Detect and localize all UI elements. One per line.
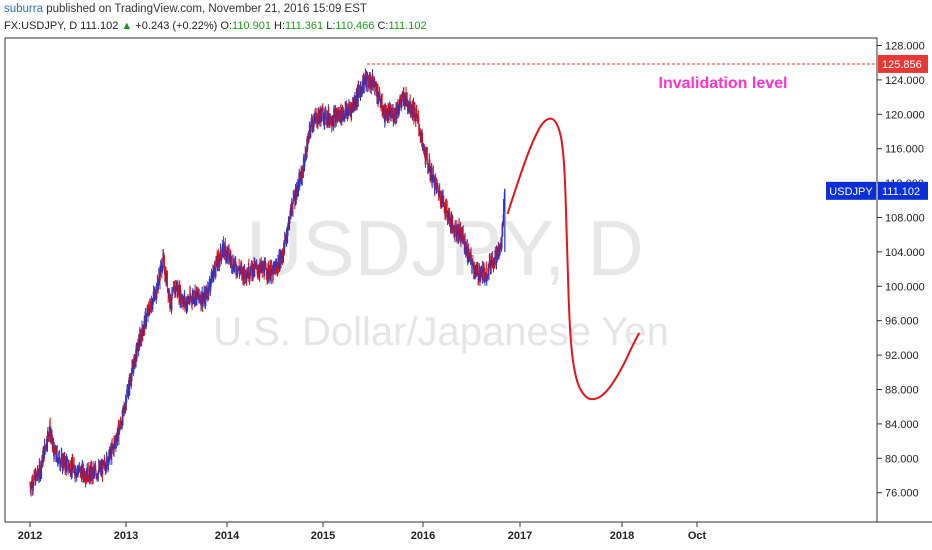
price-tag-label: 111.102 (882, 186, 920, 198)
y-tick-label: 76.000 (885, 488, 919, 500)
x-tick-label: 2014 (215, 530, 240, 542)
x-tick-label: 2013 (114, 530, 138, 542)
price-tag (878, 181, 928, 200)
y-tick-label: 92.000 (885, 350, 919, 362)
x-tick-label: Oct (688, 530, 707, 542)
y-tick-label: 108.000 (885, 213, 925, 225)
candles-layer (29, 68, 506, 497)
symbol-tag (826, 181, 876, 200)
y-tick-label: 128.000 (885, 41, 925, 53)
invalidation-annotation: Invalidation level (659, 75, 788, 92)
price-tags: 125.856 USDJPY 111.102 (826, 54, 928, 200)
ohlc-bar: FX:USDJPY, D 111.102 ▲ +0.243 (+0.22%) O… (4, 20, 427, 32)
symbol-label: FX:USDJPY, D (4, 20, 78, 32)
time-axis[interactable]: 2012 2013 2014 2015 2016 2017 2018 Oct (18, 522, 707, 542)
projection-curve[interactable] (506, 117, 640, 401)
symbol-tag-label: USDJPY (829, 186, 873, 198)
low-label: L: (326, 20, 336, 32)
close-value: 111.102 (388, 20, 427, 32)
y-tick-label: 120.000 (885, 109, 925, 121)
y-tick-label: 100.000 (885, 281, 925, 293)
high-label: H: (274, 20, 286, 32)
x-tick-label: 2012 (18, 530, 42, 542)
close-label: C: (377, 20, 389, 32)
price-axis[interactable]: 128.000124.000120.000116.000112.000108.0… (877, 41, 925, 500)
price-tag-label: 125.856 (882, 59, 922, 71)
y-tick-label: 80.000 (885, 453, 919, 465)
projection-layer (506, 117, 640, 401)
price-tag (878, 54, 928, 73)
x-tick-label: 2015 (311, 530, 335, 542)
high-value: 111.361 (285, 20, 324, 32)
y-tick-label: 124.000 (885, 75, 925, 87)
y-tick-label: 96.000 (885, 316, 919, 328)
low-value: 110.466 (335, 20, 375, 32)
y-tick-label: 116.000 (885, 144, 924, 156)
x-tick-label: 2018 (610, 530, 634, 542)
open-value: 110.901 (232, 20, 271, 32)
open-label: O: (220, 20, 233, 32)
change-value: +0.243 (+0.22%) (135, 20, 218, 32)
y-tick-label: 84.000 (885, 419, 919, 431)
publish-info: suburra published on TradingView.com, No… (4, 3, 367, 15)
y-tick-label: 88.000 (885, 385, 919, 397)
last-price: 111.102 (80, 20, 119, 32)
up-arrow-icon: ▲ (121, 20, 133, 32)
x-tick-label: 2016 (411, 530, 435, 542)
published-text: published on TradingView.com, November 2… (43, 3, 367, 15)
watermark-description: U.S. Dollar/Japanese Yen (213, 310, 669, 354)
y-tick-label: 104.000 (885, 247, 925, 259)
x-tick-label: 2017 (508, 530, 532, 542)
author-name[interactable]: suburra (4, 3, 43, 15)
